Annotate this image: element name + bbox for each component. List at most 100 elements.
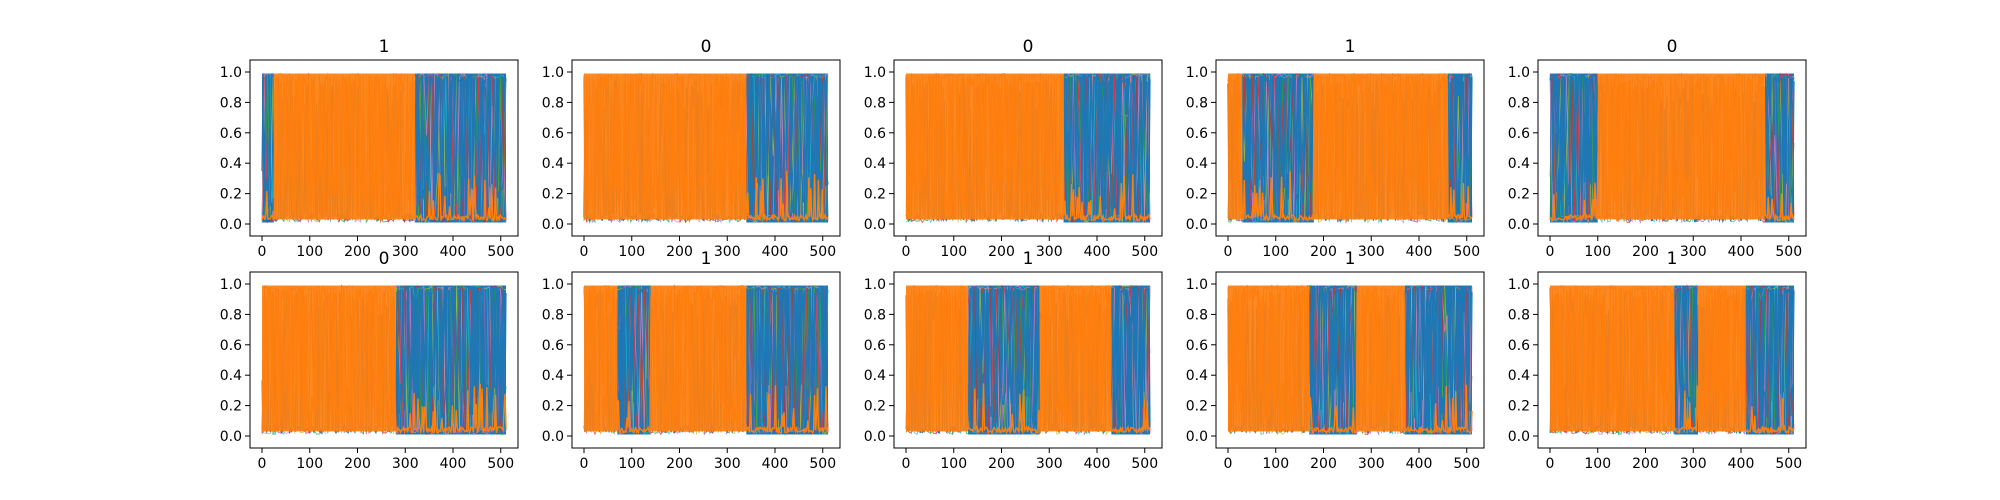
x-tick-label: 400 (1406, 244, 1433, 260)
x-tick-label: 0 (1224, 244, 1233, 260)
plot-area (905, 284, 1151, 436)
subplot-title: 1 (1667, 249, 1678, 269)
x-tick-label: 100 (296, 244, 323, 260)
y-tick-label: 0.0 (542, 429, 564, 445)
x-tick-label: 0 (580, 244, 589, 260)
x-tick-label: 400 (1084, 456, 1111, 472)
x-tick-label: 200 (666, 244, 693, 260)
y-tick-label: 1.0 (542, 277, 564, 293)
y-tick-label: 0.4 (220, 156, 242, 172)
x-tick-label: 100 (618, 244, 645, 260)
y-tick-label: 0.0 (1186, 217, 1208, 233)
subplot-8: 1 0 100 200 300 400 500 0.0 0.2 0.4 0.6 0.8 1.0 (864, 249, 1163, 472)
x-tick-label: 300 (1680, 244, 1707, 260)
x-tick-label: 200 (1632, 244, 1659, 260)
x-tick-label: 500 (1775, 456, 1802, 472)
y-tick-label: 0.2 (864, 399, 886, 415)
y-tick-label: 0.0 (864, 217, 886, 233)
x-tick-label: 300 (1358, 244, 1385, 260)
x-tick-label: 400 (1728, 244, 1755, 260)
x-tick-label: 500 (1131, 244, 1158, 260)
y-tick-label: 0.8 (1186, 307, 1208, 323)
plot-area (261, 72, 507, 224)
orange-series-line (905, 72, 1151, 224)
subplot-title: 0 (701, 37, 712, 57)
subplot-title: 1 (1023, 249, 1034, 269)
y-tick-label: 0.2 (220, 187, 242, 203)
x-tick-label: 100 (940, 244, 967, 260)
axes-frame (1537, 59, 1807, 237)
y-tick-label: 0.2 (1508, 187, 1530, 203)
y-tick-label: 0.4 (864, 368, 886, 384)
y-tick-label: 0.0 (220, 217, 242, 233)
subplot-9: 1 0 100 200 300 400 500 0.0 0.2 0.4 0.6 0.8 1.0 (1186, 249, 1485, 472)
plot-area (583, 72, 829, 224)
plot-area (1549, 72, 1795, 224)
x-tick-label: 200 (1632, 456, 1659, 472)
y-tick-label: 0.2 (542, 399, 564, 415)
subplot-title: 1 (379, 37, 390, 57)
x-tick-label: 100 (618, 456, 645, 472)
axes-frame (1215, 271, 1485, 449)
x-tick-label: 300 (1036, 244, 1063, 260)
subplot-7: 1 0 100 200 300 400 500 0.0 0.2 0.4 0.6 0.8 1.0 (542, 249, 841, 472)
plot-area (583, 284, 829, 436)
x-tick-label: 400 (762, 456, 789, 472)
x-tick-label: 100 (1262, 244, 1289, 260)
orange-series-line (261, 285, 507, 436)
plot-area (1227, 72, 1473, 224)
subplot-2: 0 0 100 200 300 400 500 0.0 0.2 0.4 0.6 0.8 1.0 (542, 37, 841, 260)
orange-series-line (583, 285, 829, 435)
x-tick-label: 0 (902, 244, 911, 260)
y-tick-label: 0.0 (542, 217, 564, 233)
x-tick-label: 0 (1224, 456, 1233, 472)
x-tick-label: 500 (1775, 244, 1802, 260)
orange-series-line (905, 285, 1151, 436)
y-tick-label: 0.4 (542, 368, 564, 384)
y-tick-label: 0.2 (1186, 187, 1208, 203)
orange-series-line (1227, 286, 1473, 435)
y-tick-label: 1.0 (1508, 65, 1530, 81)
x-tick-label: 300 (1036, 456, 1063, 472)
subplot-4: 1 0 100 200 300 400 500 0.0 0.2 0.4 0.6 0.8 1.0 (1186, 37, 1485, 260)
y-tick-label: 0.6 (1508, 126, 1530, 142)
subplot-1: 1 0 100 200 300 400 500 0.0 0.2 0.4 0.6 0.8 1.0 (220, 37, 519, 260)
y-tick-label: 0.6 (1186, 126, 1208, 142)
x-tick-label: 500 (809, 244, 836, 260)
x-tick-label: 400 (1728, 456, 1755, 472)
x-tick-label: 400 (1406, 456, 1433, 472)
axes-frame (893, 271, 1163, 449)
x-tick-label: 300 (714, 456, 741, 472)
x-tick-label: 0 (258, 456, 267, 472)
y-tick-label: 1.0 (1186, 277, 1208, 293)
x-tick-label: 300 (1358, 456, 1385, 472)
orange-series-line (1549, 285, 1795, 435)
subplot-5: 0 0 100 200 300 400 500 0.0 0.2 0.4 0.6 0.8 1.0 (1508, 37, 1807, 260)
axes-frame (571, 271, 841, 449)
x-tick-label: 500 (1453, 456, 1480, 472)
x-tick-label: 300 (1680, 456, 1707, 472)
y-tick-label: 0.6 (1508, 338, 1530, 354)
x-tick-label: 200 (988, 244, 1015, 260)
subplot-title: 1 (1345, 249, 1356, 269)
plot-area (261, 284, 507, 436)
x-tick-label: 400 (1084, 244, 1111, 260)
y-tick-label: 0.2 (1508, 399, 1530, 415)
y-tick-label: 0.6 (542, 338, 564, 354)
y-tick-label: 0.6 (220, 338, 242, 354)
x-tick-label: 500 (487, 244, 514, 260)
x-tick-label: 500 (487, 456, 514, 472)
y-tick-label: 1.0 (1508, 277, 1530, 293)
x-tick-label: 500 (1453, 244, 1480, 260)
orange-series-line (261, 73, 507, 224)
axes-frame (249, 271, 519, 449)
x-tick-label: 100 (296, 456, 323, 472)
y-tick-label: 1.0 (220, 65, 242, 81)
subplot-title: 1 (701, 249, 712, 269)
y-tick-label: 0.6 (220, 126, 242, 142)
x-tick-label: 200 (344, 456, 371, 472)
plot-area (905, 72, 1151, 224)
y-tick-label: 1.0 (864, 65, 886, 81)
orange-series-line (1549, 73, 1795, 223)
